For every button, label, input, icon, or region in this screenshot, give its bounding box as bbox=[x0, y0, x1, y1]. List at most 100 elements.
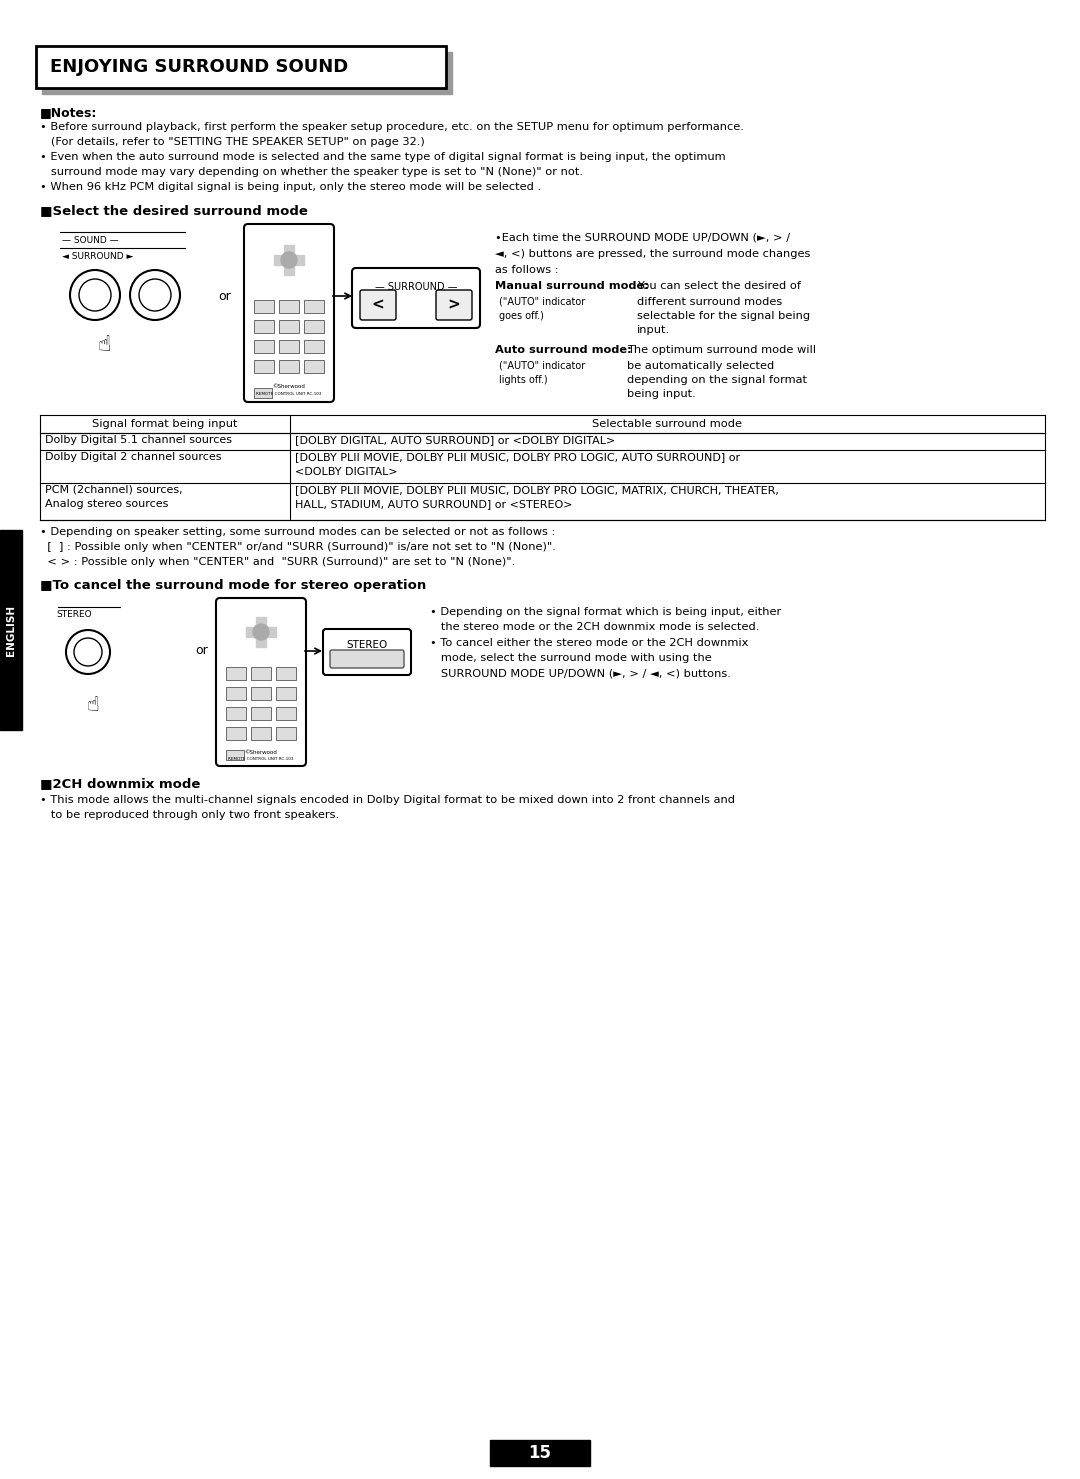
Bar bbox=[42, 52, 453, 95]
Bar bbox=[279, 359, 299, 373]
FancyBboxPatch shape bbox=[436, 290, 472, 319]
Text: ■To cancel the surround mode for stereo operation: ■To cancel the surround mode for stereo … bbox=[40, 578, 427, 592]
Text: ■2CH downmix mode: ■2CH downmix mode bbox=[40, 776, 201, 790]
Text: input.: input. bbox=[637, 325, 670, 336]
FancyBboxPatch shape bbox=[360, 290, 396, 319]
Text: The optimum surround mode will: The optimum surround mode will bbox=[627, 345, 816, 355]
Bar bbox=[226, 707, 246, 720]
Text: or: or bbox=[195, 645, 207, 658]
Text: ENGLISH: ENGLISH bbox=[6, 605, 16, 655]
Text: ◄, <) buttons are pressed, the surround mode changes: ◄, <) buttons are pressed, the surround … bbox=[495, 248, 810, 259]
FancyBboxPatch shape bbox=[244, 223, 334, 402]
Text: as follows :: as follows : bbox=[495, 265, 558, 275]
Text: ◄ SURROUND ►: ◄ SURROUND ► bbox=[62, 251, 133, 260]
Text: Selectable surround mode: Selectable surround mode bbox=[593, 419, 743, 429]
Text: ©Sherwood: ©Sherwood bbox=[244, 750, 278, 754]
Bar bbox=[226, 728, 246, 740]
Text: Analog stereo sources: Analog stereo sources bbox=[45, 498, 168, 509]
Bar bbox=[36, 46, 446, 87]
Text: [  ] : Possible only when "CENTER" or/and "SURR (Surround)" is/are not set to "N: [ ] : Possible only when "CENTER" or/and… bbox=[40, 541, 556, 552]
Bar bbox=[276, 667, 296, 680]
Bar bbox=[251, 688, 271, 700]
Bar bbox=[0, 529, 22, 731]
Bar bbox=[276, 707, 296, 720]
Text: [DOLBY PLII MOVIE, DOLBY PLII MUSIC, DOLBY PRO LOGIC, AUTO SURROUND] or: [DOLBY PLII MOVIE, DOLBY PLII MUSIC, DOL… bbox=[295, 453, 740, 461]
Bar bbox=[246, 627, 276, 637]
Text: <DOLBY DIGITAL>: <DOLBY DIGITAL> bbox=[295, 467, 397, 478]
Text: HALL, STADIUM, AUTO SURROUND] or <STEREO>: HALL, STADIUM, AUTO SURROUND] or <STEREO… bbox=[295, 498, 572, 509]
Text: You can select the desired of: You can select the desired of bbox=[637, 281, 801, 291]
Text: goes off.): goes off.) bbox=[499, 311, 544, 321]
Text: SURROUND MODE UP/DOWN (►, > / ◄, <) buttons.: SURROUND MODE UP/DOWN (►, > / ◄, <) butt… bbox=[430, 669, 731, 677]
Bar bbox=[226, 750, 244, 760]
Bar bbox=[254, 340, 274, 353]
Text: being input.: being input. bbox=[627, 389, 696, 399]
Text: lights off.): lights off.) bbox=[499, 376, 548, 385]
Bar bbox=[303, 300, 324, 314]
Bar bbox=[254, 359, 274, 373]
Text: • This mode allows the multi-channel signals encoded in Dolby Digital format to : • This mode allows the multi-channel sig… bbox=[40, 796, 735, 805]
Text: • Depending on the signal format which is being input, either: • Depending on the signal format which i… bbox=[430, 606, 781, 617]
Bar bbox=[251, 707, 271, 720]
Bar bbox=[303, 340, 324, 353]
Text: depending on the signal format: depending on the signal format bbox=[627, 376, 807, 385]
Text: ("AUTO" indicator: ("AUTO" indicator bbox=[499, 297, 585, 308]
FancyBboxPatch shape bbox=[216, 598, 306, 766]
Text: be automatically selected: be automatically selected bbox=[627, 361, 774, 371]
Bar bbox=[303, 359, 324, 373]
Text: Signal format being input: Signal format being input bbox=[92, 419, 238, 429]
Text: ■Select the desired surround mode: ■Select the desired surround mode bbox=[40, 204, 308, 217]
Text: Manual surround mode:: Manual surround mode: bbox=[495, 281, 649, 291]
Text: ☝: ☝ bbox=[97, 336, 111, 355]
Text: >: > bbox=[447, 297, 460, 312]
Bar bbox=[254, 319, 274, 333]
Circle shape bbox=[253, 624, 269, 640]
Text: [DOLBY DIGITAL, AUTO SURROUND] or <DOLBY DIGITAL>: [DOLBY DIGITAL, AUTO SURROUND] or <DOLBY… bbox=[295, 435, 616, 445]
Text: 15: 15 bbox=[528, 1444, 552, 1463]
Bar bbox=[254, 300, 274, 314]
Text: the stereo mode or the 2CH downmix mode is selected.: the stereo mode or the 2CH downmix mode … bbox=[430, 623, 759, 632]
Text: <: < bbox=[372, 297, 384, 312]
Text: mode, select the surround mode with using the: mode, select the surround mode with usin… bbox=[430, 654, 712, 663]
Text: • Depending on speaker setting, some surround modes can be selected or not as fo: • Depending on speaker setting, some sur… bbox=[40, 527, 555, 537]
Bar bbox=[226, 688, 246, 700]
Bar bbox=[254, 387, 272, 398]
Text: different surround modes: different surround modes bbox=[637, 297, 782, 308]
Circle shape bbox=[281, 251, 297, 268]
Bar bbox=[274, 254, 303, 265]
Text: PCM (2channel) sources,: PCM (2channel) sources, bbox=[45, 485, 183, 495]
Text: ■Notes:: ■Notes: bbox=[40, 106, 97, 118]
Text: Dolby Digital 5.1 channel sources: Dolby Digital 5.1 channel sources bbox=[45, 435, 232, 445]
FancyBboxPatch shape bbox=[330, 649, 404, 669]
Text: ("AUTO" indicator: ("AUTO" indicator bbox=[499, 361, 585, 371]
Text: or: or bbox=[218, 290, 231, 303]
Bar bbox=[284, 246, 294, 275]
Text: • Even when the auto surround mode is selected and the same type of digital sign: • Even when the auto surround mode is se… bbox=[40, 152, 726, 163]
Bar bbox=[279, 340, 299, 353]
Text: Dolby Digital 2 channel sources: Dolby Digital 2 channel sources bbox=[45, 453, 221, 461]
Text: REMOTE CONTROL UNIT RC-103: REMOTE CONTROL UNIT RC-103 bbox=[228, 757, 294, 762]
Text: selectable for the signal being: selectable for the signal being bbox=[637, 311, 810, 321]
Text: — SURROUND —: — SURROUND — bbox=[375, 282, 457, 291]
FancyBboxPatch shape bbox=[323, 629, 411, 674]
Bar bbox=[256, 617, 266, 646]
Text: ©Sherwood: ©Sherwood bbox=[272, 385, 306, 389]
Bar bbox=[276, 688, 296, 700]
Text: [DOLBY PLII MOVIE, DOLBY PLII MUSIC, DOLBY PRO LOGIC, MATRIX, CHURCH, THEATER,: [DOLBY PLII MOVIE, DOLBY PLII MUSIC, DOL… bbox=[295, 485, 779, 495]
Bar bbox=[279, 300, 299, 314]
Text: — SOUND —: — SOUND — bbox=[62, 237, 119, 246]
Bar bbox=[251, 728, 271, 740]
Text: • When 96 kHz PCM digital signal is being input, only the stereo mode will be se: • When 96 kHz PCM digital signal is bein… bbox=[40, 182, 541, 192]
Bar bbox=[276, 728, 296, 740]
Text: ☝: ☝ bbox=[86, 695, 99, 714]
FancyBboxPatch shape bbox=[352, 268, 480, 328]
Bar bbox=[251, 667, 271, 680]
Bar bbox=[303, 319, 324, 333]
Bar bbox=[279, 319, 299, 333]
Text: STEREO: STEREO bbox=[347, 640, 388, 649]
Text: • Before surround playback, first perform the speaker setup procedure, etc. on t: • Before surround playback, first perfor… bbox=[40, 121, 744, 132]
Text: STEREO: STEREO bbox=[56, 609, 92, 620]
Bar bbox=[490, 1441, 590, 1466]
Text: (For details, refer to "SETTING THE SPEAKER SETUP" on page 32.): (For details, refer to "SETTING THE SPEA… bbox=[40, 138, 424, 146]
Text: surround mode may vary depending on whether the speaker type is set to "N (None): surround mode may vary depending on whet… bbox=[40, 167, 583, 177]
